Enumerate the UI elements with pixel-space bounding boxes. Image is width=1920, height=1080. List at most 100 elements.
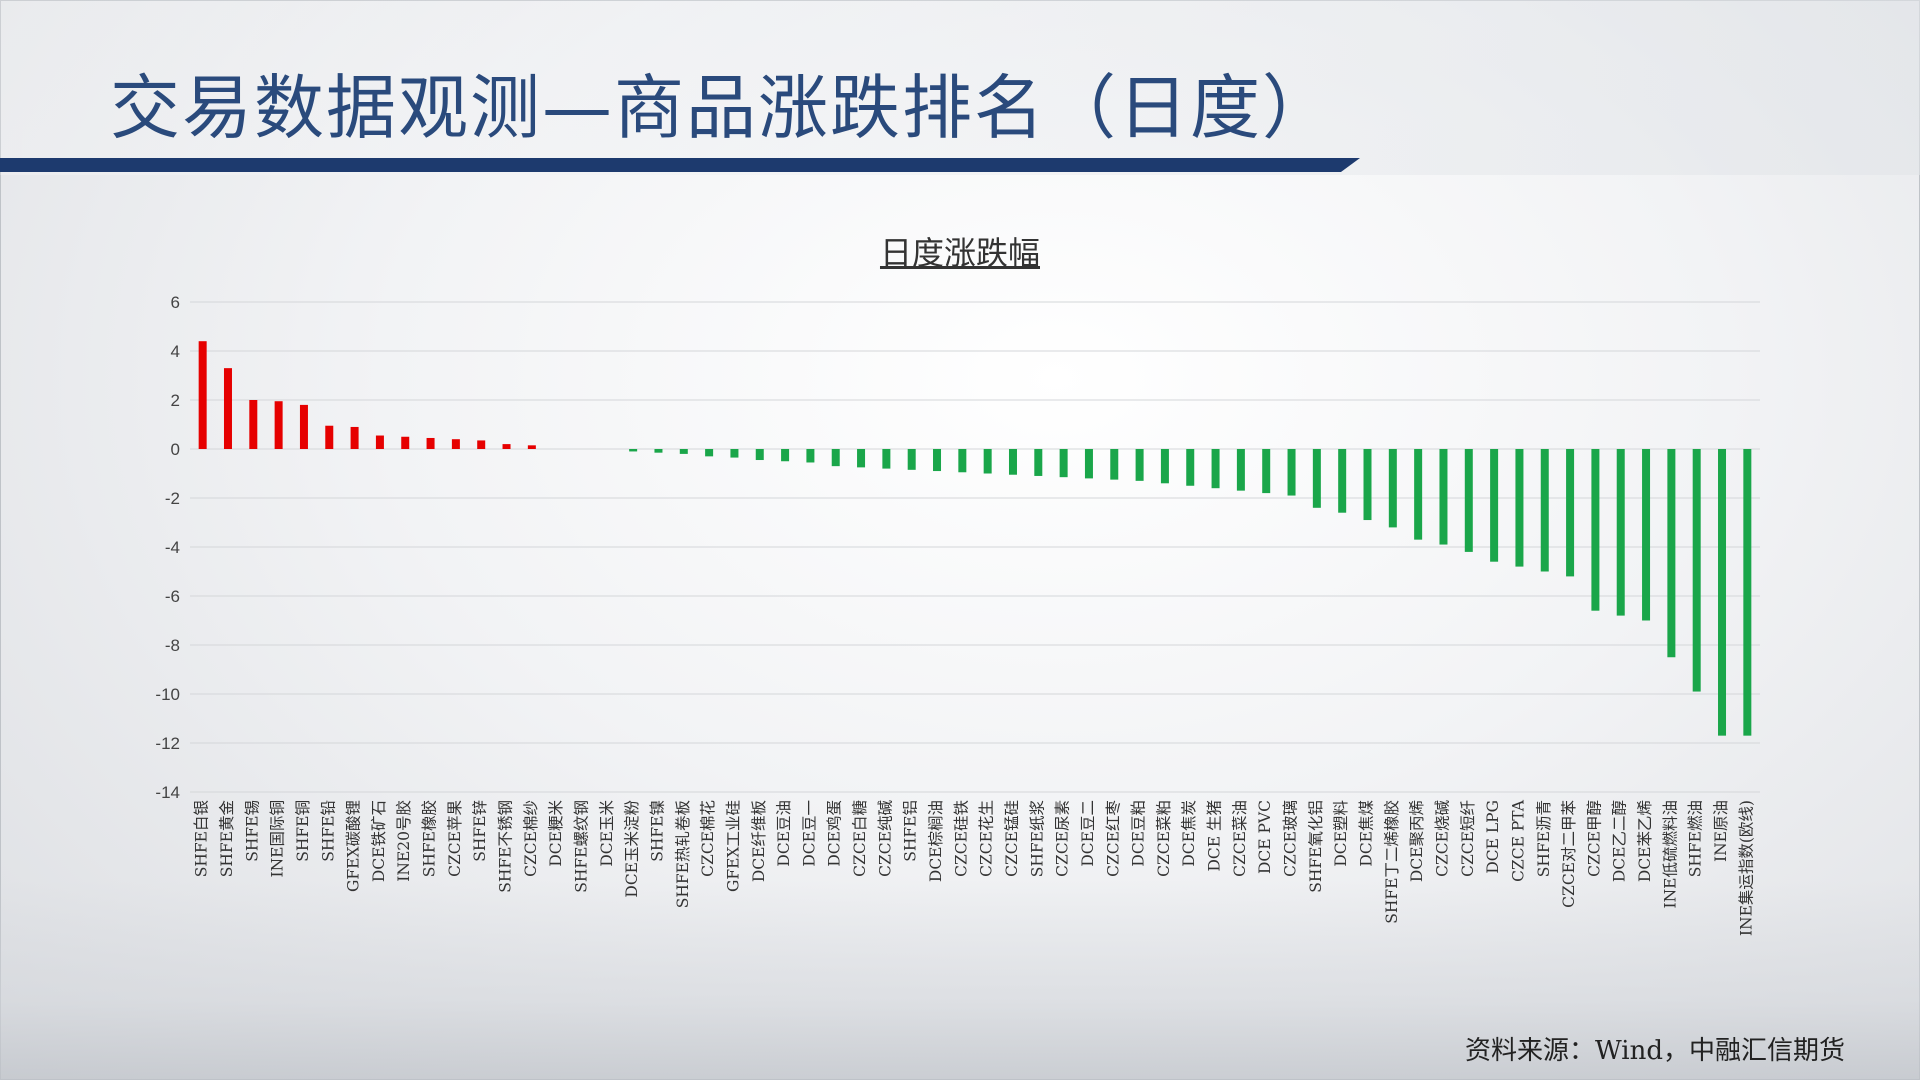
bar bbox=[1008, 449, 1017, 475]
x-tick-label: CZCE菜油 bbox=[1231, 800, 1249, 877]
bar bbox=[1034, 449, 1043, 476]
bar bbox=[983, 449, 992, 474]
x-tick-label: DCE豆粕 bbox=[1130, 800, 1148, 867]
bar bbox=[781, 449, 790, 462]
bar bbox=[1059, 449, 1068, 478]
x-tick-label: DCE豆一 bbox=[800, 800, 818, 867]
bar bbox=[401, 436, 410, 449]
x-tick-label: DCE粳米 bbox=[547, 800, 565, 867]
x-tick-label: SHFE镍 bbox=[648, 800, 666, 862]
x-tick-label: SHFE沥青 bbox=[1535, 800, 1553, 877]
x-tick-label: INE20号胶 bbox=[395, 800, 413, 882]
bar bbox=[1338, 449, 1347, 513]
x-tick-label: INE集运指数(欧线) bbox=[1737, 800, 1755, 936]
bar bbox=[1642, 449, 1651, 621]
x-tick-label: DCE鸡蛋 bbox=[826, 800, 844, 867]
x-tick-label: INE原油 bbox=[1712, 800, 1730, 862]
x-tick-label: CZCE棉花 bbox=[699, 800, 717, 877]
x-tick-label: CZCE白糖 bbox=[851, 800, 869, 877]
bar bbox=[1414, 449, 1423, 540]
bar bbox=[831, 449, 840, 467]
x-tick-label: CZCE烧碱 bbox=[1433, 800, 1451, 877]
x-tick-label: SHFE铅 bbox=[319, 800, 337, 862]
decorative-background bbox=[0, 880, 1920, 1080]
bar bbox=[882, 449, 891, 469]
x-tick-label: SHFE锌 bbox=[471, 800, 489, 862]
x-tick-label: SHFE黄金 bbox=[218, 800, 236, 878]
bar bbox=[1616, 449, 1625, 616]
x-tick-label: DCE LPG bbox=[1484, 800, 1502, 874]
x-tick-label: DCE铁矿石 bbox=[370, 800, 388, 882]
bar bbox=[426, 437, 435, 449]
x-tick-label: CZCE玻璃 bbox=[1282, 800, 1300, 877]
y-tick-label: -14 bbox=[155, 783, 180, 802]
x-tick-label: DCE豆二 bbox=[1079, 800, 1097, 867]
bar bbox=[502, 444, 511, 449]
bar bbox=[1287, 449, 1296, 496]
x-tick-label: DCE聚丙烯 bbox=[1408, 800, 1426, 882]
title-band bbox=[0, 0, 1920, 175]
bar bbox=[679, 449, 688, 454]
x-tick-label: SHFE热轧卷板 bbox=[674, 800, 692, 908]
bar bbox=[1464, 449, 1473, 552]
x-tick-label: SHFE纸浆 bbox=[1028, 800, 1046, 877]
bar bbox=[1312, 449, 1321, 508]
bar bbox=[1211, 449, 1220, 489]
x-tick-label: DCE乙二醇 bbox=[1611, 800, 1629, 882]
x-tick-label: SHFE铝 bbox=[902, 800, 920, 862]
bar bbox=[1236, 449, 1245, 491]
bar bbox=[451, 439, 460, 449]
bar bbox=[1743, 449, 1752, 736]
x-tick-label: DCE玉米 bbox=[598, 800, 616, 867]
bar bbox=[629, 449, 638, 452]
bar bbox=[958, 449, 967, 473]
x-tick-label: SHFE燃油 bbox=[1687, 800, 1705, 877]
x-tick-label: CZCE PTA bbox=[1509, 799, 1527, 882]
x-tick-label: CZCE锰硅 bbox=[1003, 800, 1021, 877]
x-tick-label: DCE塑料 bbox=[1332, 800, 1350, 867]
y-tick-label: 2 bbox=[171, 391, 180, 410]
bar bbox=[375, 435, 384, 449]
x-tick-label: DCE棕榈油 bbox=[927, 800, 945, 882]
x-tick-label: SHFE氧化铝 bbox=[1307, 800, 1325, 893]
title-rule bbox=[0, 158, 1360, 172]
x-tick-label: DCE PVC bbox=[1256, 800, 1274, 874]
bar bbox=[755, 449, 764, 461]
bar bbox=[1490, 449, 1499, 562]
x-tick-label: CZCE苹果 bbox=[446, 800, 464, 877]
x-tick-label: DCE玉米淀粉 bbox=[623, 800, 641, 898]
bar bbox=[198, 341, 207, 449]
page-title: 交易数据观测—商品涨跌排名（日度） bbox=[110, 67, 1334, 149]
x-tick-label: SHFE不锈钢 bbox=[497, 800, 515, 893]
x-tick-label: CZCE尿素 bbox=[1054, 800, 1072, 877]
bar bbox=[299, 404, 308, 449]
y-tick-label: -2 bbox=[165, 489, 180, 508]
x-tick-label: GFEX工业硅 bbox=[724, 800, 742, 892]
bar bbox=[1439, 449, 1448, 545]
bar bbox=[274, 401, 283, 449]
y-tick-label: -8 bbox=[165, 636, 180, 655]
bar bbox=[1667, 449, 1676, 658]
x-tick-label: DCE焦煤 bbox=[1358, 800, 1376, 867]
x-tick-label: SHFE丁二烯橡胶 bbox=[1383, 800, 1401, 924]
x-tick-label: DCE豆油 bbox=[775, 800, 793, 867]
y-tick-label: -6 bbox=[165, 587, 180, 606]
x-tick-label: SHFE螺纹钢 bbox=[573, 800, 591, 893]
chart-title: 日度涨跌幅 bbox=[879, 234, 1040, 272]
x-tick-label: GFEX碳酸锂 bbox=[345, 800, 363, 892]
bar bbox=[1262, 449, 1271, 494]
bar bbox=[933, 449, 942, 472]
bar bbox=[1160, 449, 1169, 484]
bar bbox=[527, 445, 536, 449]
bar bbox=[1110, 449, 1119, 480]
bar bbox=[1186, 449, 1195, 486]
y-tick-label: 6 bbox=[171, 293, 180, 312]
x-tick-label: INE低硫燃料油 bbox=[1661, 800, 1679, 909]
bar bbox=[1692, 449, 1701, 692]
bar bbox=[249, 400, 258, 449]
x-tick-label: DCE 生猪 bbox=[1206, 800, 1224, 872]
bar bbox=[1515, 449, 1524, 567]
bar bbox=[1363, 449, 1372, 521]
x-tick-label: DCE苯乙烯 bbox=[1636, 800, 1654, 882]
